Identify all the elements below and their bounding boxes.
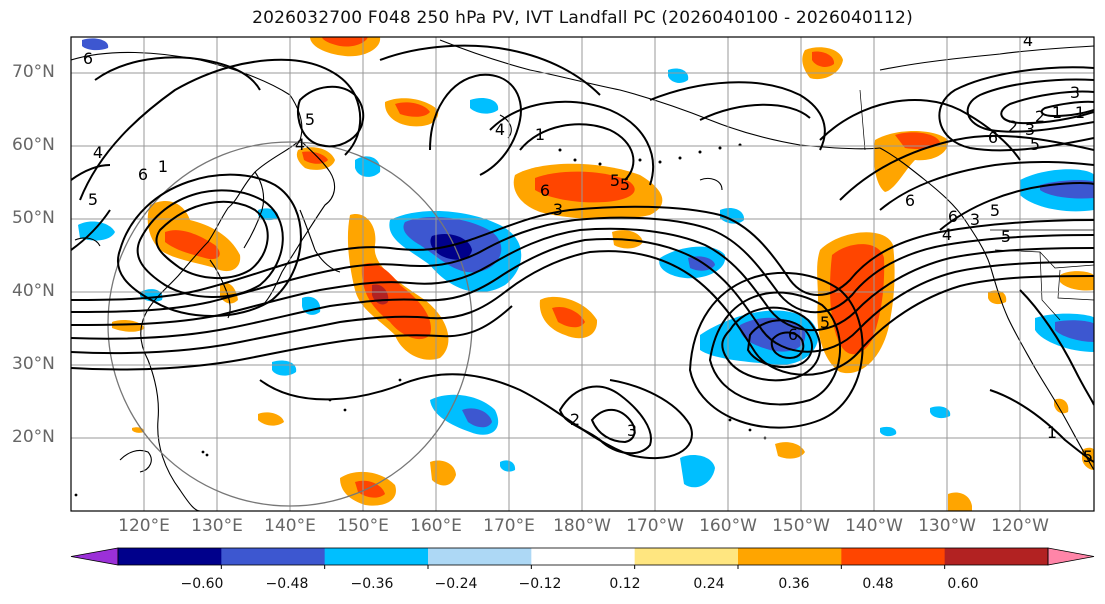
contour-label: 5 xyxy=(620,175,630,194)
contour-label: 6 xyxy=(138,165,148,184)
contour-label: 1 xyxy=(535,125,545,144)
colorbar-bin xyxy=(841,548,946,565)
lat-label-70: 70°N xyxy=(12,62,55,82)
contour-label: 5 xyxy=(305,110,315,129)
contour-lines xyxy=(71,44,1094,463)
colorbar-tick-label: 0.12 xyxy=(609,576,641,592)
contour-label: 6 xyxy=(540,181,550,200)
lon-label: 130°W xyxy=(918,516,976,536)
lon-label: 170°E xyxy=(483,516,535,536)
contour-label: 2 xyxy=(1035,107,1045,126)
contour-label: 6 xyxy=(948,207,958,226)
contour-label: 6 xyxy=(988,128,998,147)
colorbar-extend-low xyxy=(70,547,119,566)
lat-label-30: 30°N xyxy=(12,354,55,374)
lon-label: 140°W xyxy=(845,516,903,536)
contour-label: 4 xyxy=(295,135,305,154)
lon-label: 160°W xyxy=(699,516,757,536)
aleutian-islands xyxy=(74,143,767,497)
contour-label: 6 xyxy=(905,191,915,210)
contour-label: 4 xyxy=(942,225,952,244)
lon-label: 150°E xyxy=(337,516,389,536)
contour-label: 1 xyxy=(1052,103,1062,122)
lon-label: 170°W xyxy=(626,516,684,536)
state-borders xyxy=(859,89,1094,321)
contour-label: 4 xyxy=(495,120,505,139)
lat-label-60: 60°N xyxy=(12,135,55,155)
lon-label: 140°E xyxy=(264,516,316,536)
colorbar-bin xyxy=(221,548,326,565)
colorbar-tick-label: 0.36 xyxy=(778,576,810,592)
colorbar-bin xyxy=(428,548,532,565)
pv-shading-negative xyxy=(78,38,1094,488)
colorbar-tick-label: −0.48 xyxy=(265,576,309,592)
colorbar-bin xyxy=(118,548,222,565)
contour-label: 3 xyxy=(627,421,637,440)
map-frame xyxy=(70,36,1095,512)
contour-label: 5 xyxy=(1083,447,1093,466)
colorbar-tick-label: −0.36 xyxy=(350,576,394,592)
contour-label: 5 xyxy=(990,201,1000,220)
contour-label: 6 xyxy=(788,325,798,344)
contour-label: 3 xyxy=(970,210,980,229)
colorbar-bin xyxy=(634,548,739,565)
colorbar-tick-label: −0.12 xyxy=(518,576,562,592)
contour-label-group: 6 1 4 5 4 6 5 6 5 3 4 1 1 6 5 3 6 2 3 2 … xyxy=(83,31,1093,466)
colorbar-outline xyxy=(117,547,1049,566)
lon-label: 120°E xyxy=(118,516,170,536)
colorbar-bin xyxy=(944,548,1049,565)
lon-label: 150°W xyxy=(772,516,830,536)
contour-label: 3 xyxy=(1070,83,1080,102)
contour-label: 5 xyxy=(88,190,98,209)
contour-label: 1 xyxy=(158,157,168,176)
colorbar-extend-high xyxy=(1047,547,1095,566)
lon-label: 180°W xyxy=(553,516,611,536)
colorbar-tick-label: 0.60 xyxy=(947,576,979,592)
contour-label: 1 xyxy=(1075,103,1085,122)
contour-label: 4 xyxy=(93,143,103,162)
lon-label: 130°E xyxy=(191,516,243,536)
contour-label: 5 xyxy=(1030,135,1040,154)
lat-label-40: 40°N xyxy=(12,281,55,301)
lon-label: 120°W xyxy=(991,516,1049,536)
contour-label: 1 xyxy=(1047,423,1057,442)
lat-label-50: 50°N xyxy=(12,208,55,228)
colorbar-tick-label: −0.24 xyxy=(434,576,478,592)
contour-label: 5 xyxy=(820,313,830,332)
contour-label: 2 xyxy=(1008,117,1018,136)
contour-label: 4 xyxy=(1023,31,1033,50)
colorbar xyxy=(70,547,1095,569)
colorbar-tick-label: 0.24 xyxy=(693,576,725,592)
colorbar-bin xyxy=(324,548,429,565)
lon-label: 160°E xyxy=(410,516,462,536)
lat-label-20: 20°N xyxy=(12,427,55,447)
colorbar-tick-label: −0.60 xyxy=(180,576,224,592)
colorbar-bin xyxy=(531,548,636,565)
contour-label: 2 xyxy=(570,410,580,429)
contour-label: 3 xyxy=(1025,120,1035,139)
contour-label: 6 xyxy=(83,49,93,68)
colorbar-tick-label: 0.48 xyxy=(862,576,894,592)
contour-label: 5 xyxy=(1001,227,1011,246)
colorbar-bin xyxy=(738,548,842,565)
map-title: 2026032700 F048 250 hPa PV, IVT Landfall… xyxy=(252,8,913,28)
contour-label: 3 xyxy=(553,200,563,219)
contour-label: 5 xyxy=(610,171,620,190)
